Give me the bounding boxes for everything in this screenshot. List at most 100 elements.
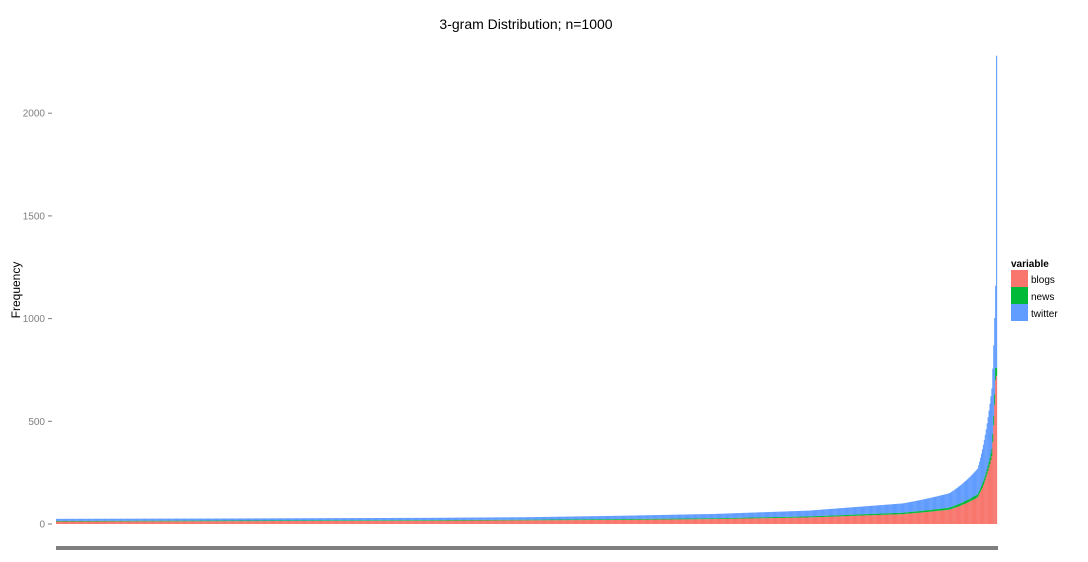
bar-segment-news — [389, 520, 390, 521]
bar-segment-blogs — [984, 483, 985, 524]
bar-segment-news — [152, 521, 153, 522]
bar-segment-blogs — [656, 520, 657, 524]
bar-segment-twitter — [805, 511, 806, 517]
bar-segment-news — [650, 519, 651, 520]
bar-segment-twitter — [226, 518, 227, 520]
bar-segment-twitter — [602, 516, 603, 519]
bar-segment-blogs — [702, 519, 703, 524]
bar-segment-twitter — [939, 496, 940, 509]
bar-segment-twitter — [187, 519, 188, 521]
bar-segment-news — [589, 519, 590, 520]
bar-segment-news — [303, 520, 304, 521]
bar-segment-blogs — [126, 521, 127, 524]
bar-segment-blogs — [410, 521, 411, 524]
bar-segment-blogs — [903, 514, 904, 524]
bar-segment-blogs — [974, 499, 975, 524]
bar-segment-blogs — [174, 521, 175, 524]
bar-segment-news — [801, 517, 802, 518]
bar-segment-twitter — [345, 518, 346, 520]
bar-segment-news — [188, 521, 189, 522]
bar-segment-twitter — [623, 516, 624, 519]
bar-segment-news — [559, 519, 560, 520]
bar-segment-blogs — [500, 520, 501, 524]
bar-segment-twitter — [976, 470, 977, 495]
y-tick-label: 0 — [39, 520, 45, 531]
bar-segment-blogs — [247, 521, 248, 524]
bar-segment-twitter — [102, 519, 103, 521]
bar-segment-blogs — [451, 521, 452, 524]
bar-segment-news — [620, 519, 621, 520]
bar-segment-twitter — [304, 518, 305, 520]
bar-segment-blogs — [967, 503, 968, 524]
bar-segment-blogs — [523, 520, 524, 524]
bar-segment-blogs — [854, 516, 855, 524]
bar-segment-blogs — [928, 512, 929, 524]
bar-segment-news — [163, 521, 164, 522]
bar-segment-twitter — [808, 511, 809, 517]
bar-segment-news — [688, 518, 689, 519]
bar-segment-twitter — [787, 511, 788, 516]
bar-segment-twitter — [932, 497, 933, 509]
bar-segment-blogs — [364, 521, 365, 524]
bar-segment-twitter — [510, 517, 511, 519]
bar-segment-blogs — [260, 521, 261, 524]
bar-segment-twitter — [76, 519, 77, 521]
bar-segment-news — [830, 516, 831, 517]
bar-segment-blogs — [542, 520, 543, 524]
bar-segment-twitter — [563, 517, 564, 520]
bar-segment-twitter — [446, 518, 447, 520]
bar-segment-blogs — [563, 520, 564, 524]
bar-segment-twitter — [225, 518, 226, 520]
bar-segment-news — [72, 521, 73, 522]
bar-segment-news — [931, 510, 932, 512]
bar-segment-news — [244, 521, 245, 522]
bar-segment-news — [257, 520, 258, 521]
bar-segment-twitter — [785, 511, 786, 516]
bar-segment-news — [576, 519, 577, 520]
bar-segment-twitter — [118, 519, 119, 521]
bar-segment-blogs — [65, 522, 66, 524]
legend-key-twitter — [1011, 304, 1028, 321]
bar-segment-blogs — [448, 521, 449, 524]
bar-segment-news — [367, 520, 368, 521]
bar-segment-news — [433, 520, 434, 521]
bar-segment-blogs — [248, 521, 249, 524]
bar-segment-twitter — [457, 518, 458, 520]
bar-segment-twitter — [496, 517, 497, 519]
bar-segment-blogs — [768, 518, 769, 524]
bar-segment-blogs — [677, 519, 678, 524]
bar-segment-twitter — [727, 513, 728, 518]
bar-segment-news — [402, 520, 403, 521]
bar-segment-twitter — [766, 512, 767, 517]
bar-segment-news — [109, 521, 110, 522]
bar-segment-news — [367, 520, 368, 521]
bar-segment-twitter — [643, 515, 644, 519]
bar-segment-twitter — [201, 519, 202, 521]
bar-segment-twitter — [357, 518, 358, 520]
bar-segment-twitter — [786, 511, 787, 516]
bar-segment-blogs — [418, 521, 419, 524]
bar-segment-blogs — [477, 521, 478, 524]
bar-segment-news — [945, 508, 946, 510]
bar-segment-blogs — [511, 520, 512, 524]
bar-segment-blogs — [328, 521, 329, 524]
bar-segment-blogs — [949, 510, 950, 524]
bar-segment-blogs — [435, 521, 436, 524]
bar-segment-news — [159, 521, 160, 522]
bar-segment-twitter — [287, 518, 288, 520]
bar-segment-news — [415, 520, 416, 521]
bar-segment-news — [334, 520, 335, 521]
bar-segment-blogs — [105, 521, 106, 524]
bar-segment-news — [744, 518, 745, 519]
bar-segment-twitter — [834, 509, 835, 516]
bar-segment-news — [951, 507, 952, 509]
bar-segment-twitter — [928, 498, 929, 510]
bar-segment-news — [825, 516, 826, 517]
bar-segment-news — [953, 506, 954, 508]
bar-segment-blogs — [789, 518, 790, 524]
bar-segment-news — [898, 513, 899, 514]
bar-segment-twitter — [450, 518, 451, 520]
bar-segment-news — [573, 519, 574, 520]
bar-segment-twitter — [822, 510, 823, 516]
bar-segment-twitter — [555, 517, 556, 520]
